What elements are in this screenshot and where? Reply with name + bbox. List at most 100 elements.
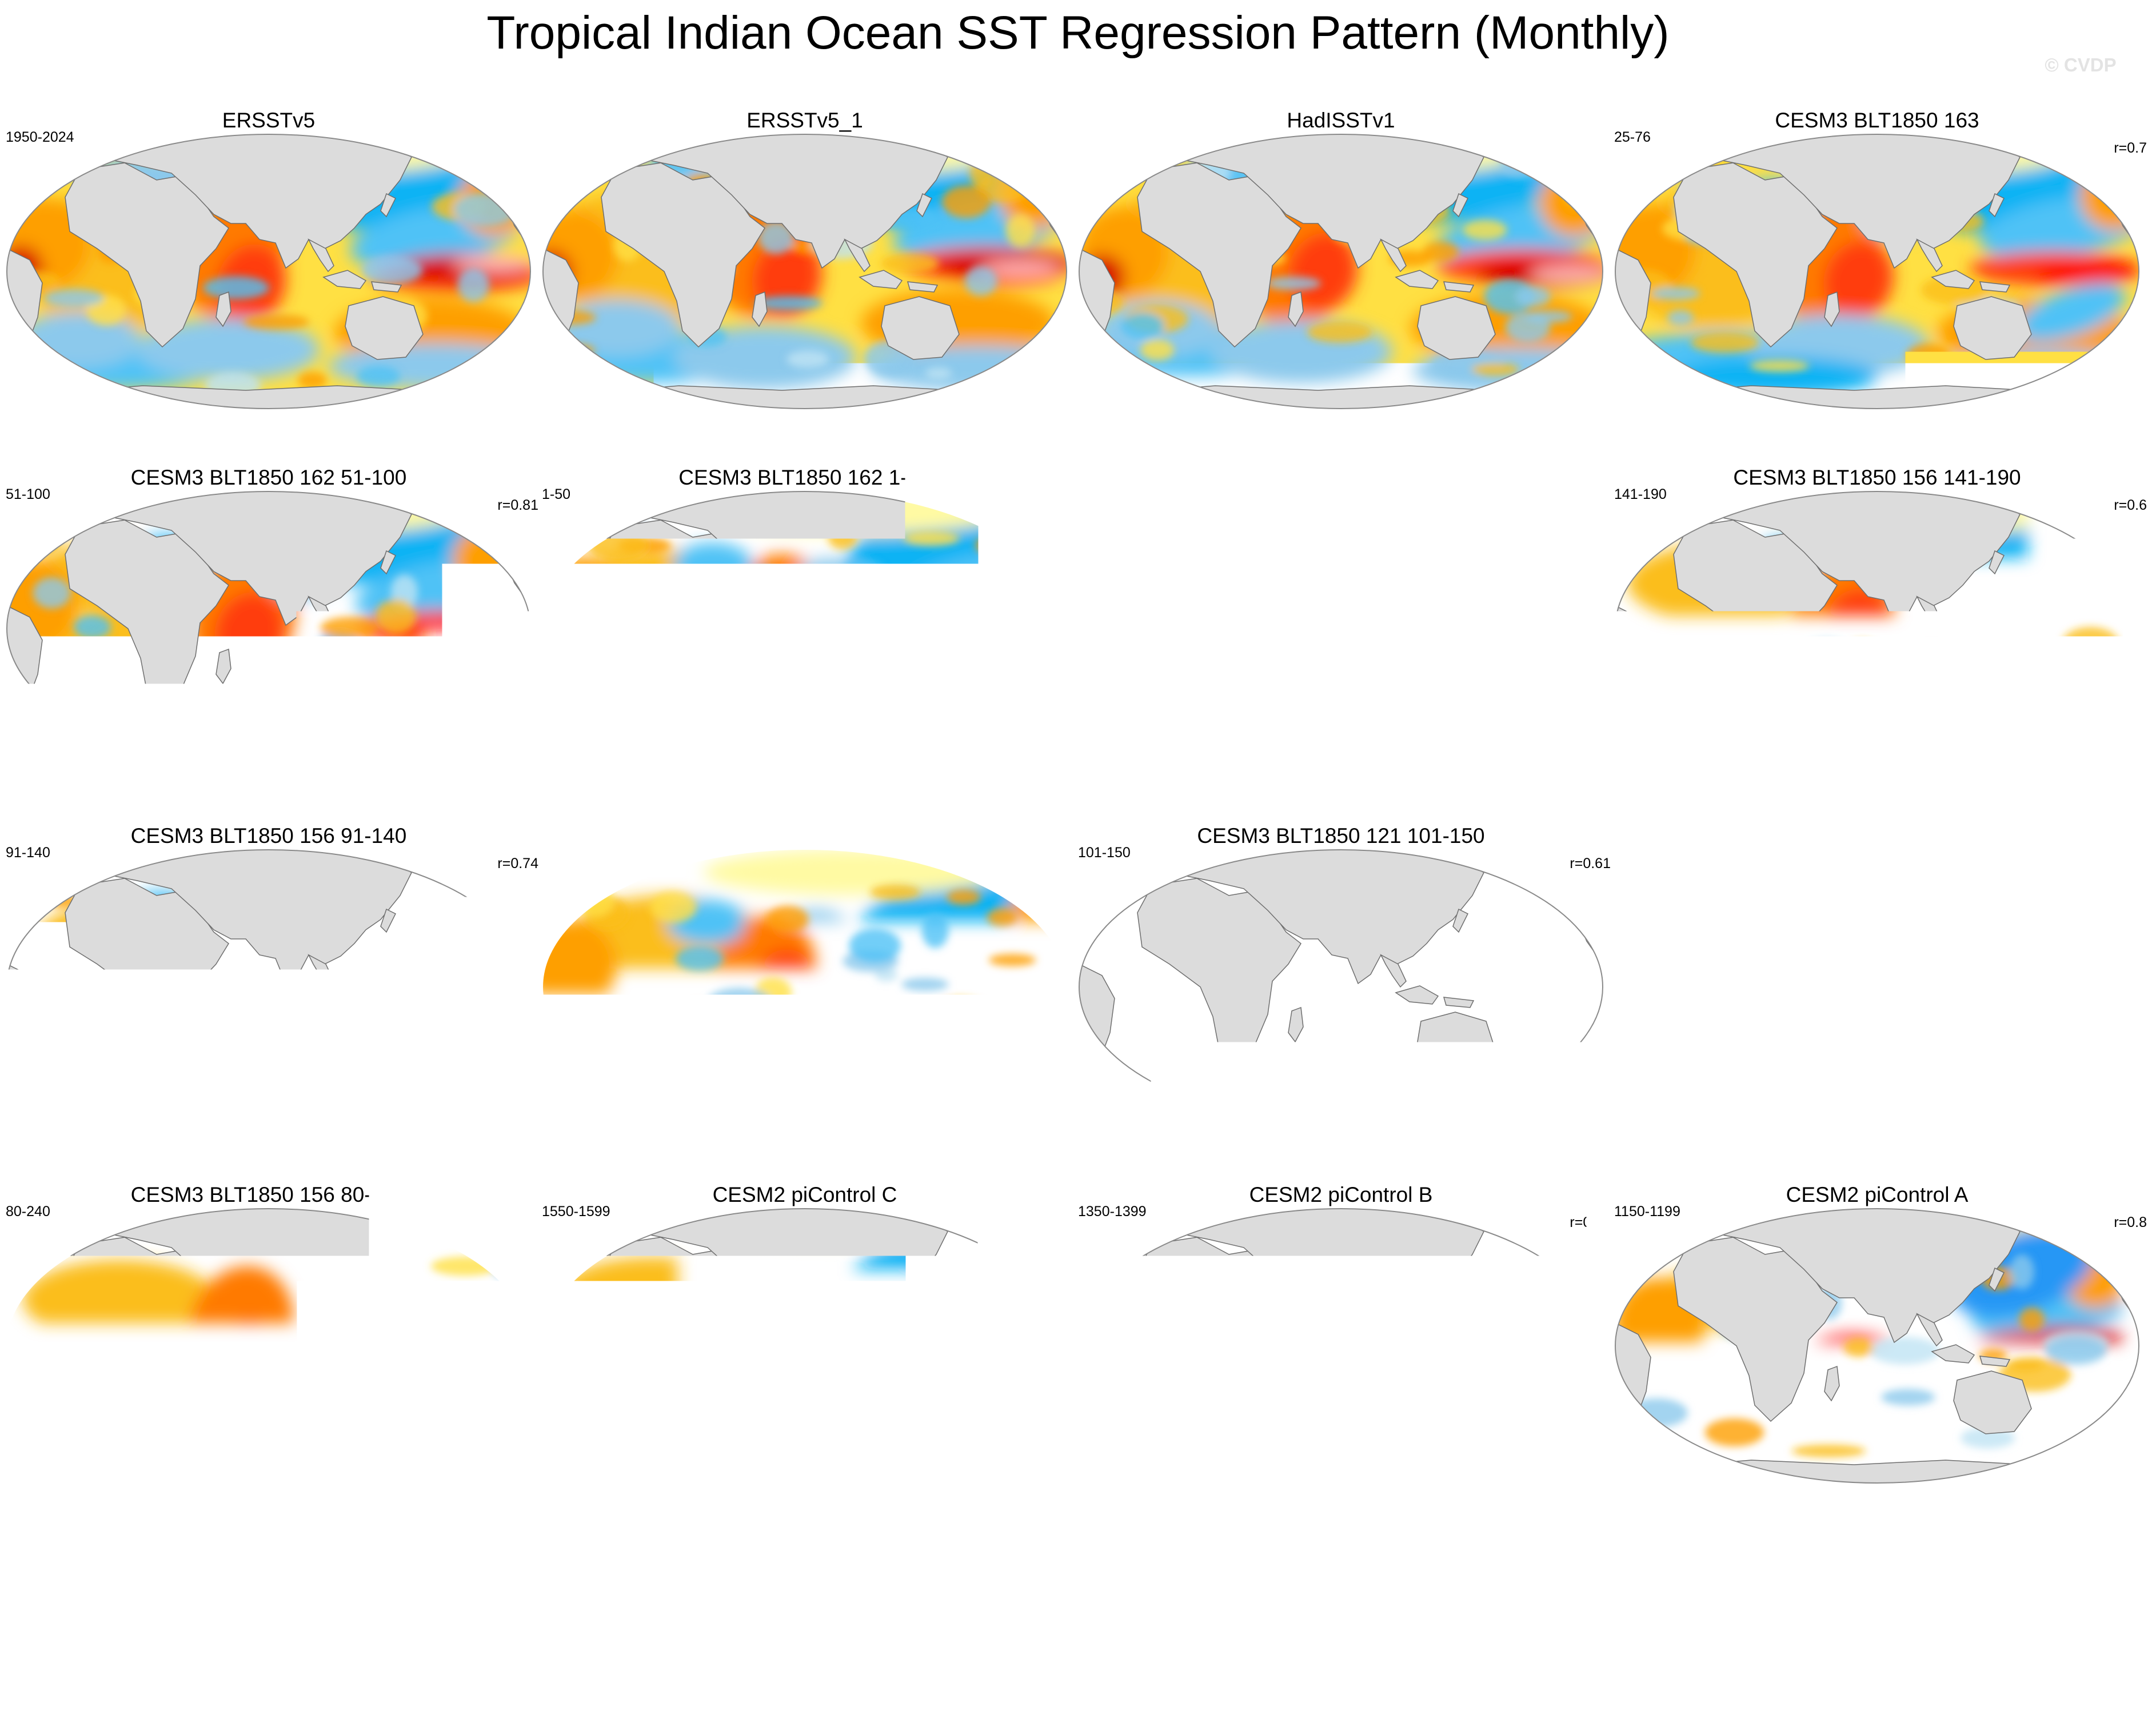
land-polygon [1679,137,1714,157]
anomaly-speckle [901,978,948,991]
anomaly-speckle [332,1431,398,1452]
chart-title: Tropical Indian Ocean SST Regression Pat… [486,7,1669,59]
anomaly-speckle [430,1349,474,1380]
colorbar-swatch [661,1589,731,1620]
colorbar-tick-label: -1.75 [482,1625,564,1665]
anomaly-speckle [1516,286,1551,307]
map-panels: ERSSTv51950-2024ERSSTv5_1 HadISSTv1 CESM3 … [0,109,2156,1483]
anomaly-speckle [1640,498,1675,530]
colorbar-tick-label: -1.25 [621,1625,703,1665]
colorbar-swatch [1631,1589,1700,1620]
colorbar-swatch [1146,1589,1216,1620]
anomaly-speckle [2009,527,2048,553]
land-polygon [582,1460,1033,1483]
anomaly-speckle [1141,339,1175,361]
panel-correlation-label: r=0.73 [1570,497,1611,513]
anomaly-speckle [987,663,1051,679]
anomaly-speckle [1691,333,1759,353]
colorbar-swatch [1562,1589,1631,1620]
map-panel: CESM3 BLT1850 162 25-10025-100r=0.7 [1603,824,2154,1124]
anomaly-speckle [1661,137,1728,165]
panel-title: CESM3 BLT1850 156 191-240 [1197,466,1484,489]
map-field [1592,486,2152,769]
panel-title: CESM3 BLT1850 156 80-240 [131,1183,407,1206]
anomaly-speckle [1516,585,1559,597]
anomaly-speckle [490,1256,519,1278]
anomaly-speckle [1003,1322,1070,1352]
map-field [525,849,1092,1124]
anomaly-speckle [1695,734,1766,769]
anomaly-speckle [636,1028,666,1045]
anomaly-speckle [1121,313,1164,339]
anomaly-speckle [454,192,516,226]
anomaly-patch [1010,880,1079,948]
anomaly-speckle [1111,862,1163,878]
anomaly-speckle [1499,1081,1562,1113]
anomaly-speckle [1079,726,1107,755]
panel-period-label: 1-50 [542,486,570,502]
anomaly-speckle [215,703,261,721]
anomaly-speckle [593,1406,658,1430]
panel-period-label: 141-190 [1614,486,1667,502]
panel-correlation-label: r=0.77 [1570,1214,1611,1230]
anomaly-speckle [1412,1088,1471,1099]
land-polygon [46,1460,497,1483]
panel-title: CESM2 piControl B [1249,1183,1433,1206]
anomaly-speckle [1925,714,1955,737]
panel-correlation-label: r=0.50 [1033,497,1075,513]
map-field [0,840,550,1124]
anomaly-speckle [1471,363,1519,375]
anomaly-speckle [1848,641,1877,657]
colorbar-swatch [1700,1589,1770,1620]
anomaly-patch [1539,168,1608,237]
anomaly-speckle [442,516,474,535]
panel-period-label: 1550-1599 [542,1204,610,1220]
anomaly-speckle [2009,575,2055,603]
colorbar-tick-label: -0.25 [897,1625,980,1665]
anomaly-speckle [1266,277,1321,290]
anomaly-speckle [261,1366,325,1389]
anomaly-speckle [1094,1420,1118,1435]
panel-correlation-label: r=0.74 [497,856,538,872]
anomaly-speckle [456,618,485,653]
anomaly-speckle [588,500,654,521]
panel-title: CESM2 piControl A [1786,1183,1969,1206]
panel-period-label: 191-240 [1078,486,1131,502]
anomaly-speckle [597,691,665,706]
map-panel: CESM3 BLT1850 16325-76r=0.7 [1604,109,2154,409]
map-field [1607,1198,2156,1483]
anomaly-speckle [594,1040,641,1066]
anomaly-speckle [923,1294,982,1326]
panel-period-label: 80-240 [6,1204,50,1220]
anomaly-speckle [1844,1338,1874,1357]
anomaly-speckle [1524,310,1572,323]
map-panel: CESM2 piControl B1350-1399r=0.77 [1063,1183,1615,1483]
land-polygon [607,494,641,514]
map-panel: HadISSTv1 [1067,109,1630,409]
land-polygon [582,1101,1033,1124]
land-polygon [1118,386,1570,409]
anomaly-speckle [205,684,234,701]
land-polygon [1679,1211,1714,1232]
panel-correlation-label: r=0.7 [2114,856,2147,872]
anomaly-speckle [1284,982,1341,1014]
map-panel: CESM3 BLT1850 121 151-200151-200r=0.82 [525,824,1092,1124]
anomaly-speckle [482,873,544,901]
anomaly-speckle [3,529,62,557]
land-polygon [1143,494,1177,514]
land-polygon [1679,852,1714,873]
panel-title: CESM3 BLT1850 162 51-100 [131,466,407,489]
colorbar-swatch [731,1589,801,1620]
anomaly-speckle [1067,908,1128,936]
land-polygon [46,743,497,766]
panel-period-label: 91-140 [6,845,50,861]
anomaly-speckle [881,253,939,274]
anomaly-speckle [30,737,98,763]
anomaly-speckle [950,1329,991,1349]
anomaly-speckle [362,256,423,285]
anomaly-speckle [2086,1236,2145,1266]
land-polygon [1654,743,2106,766]
map-field [1604,130,2154,409]
anomaly-speckle [1705,1418,1764,1446]
anomaly-speckle [987,909,1017,926]
